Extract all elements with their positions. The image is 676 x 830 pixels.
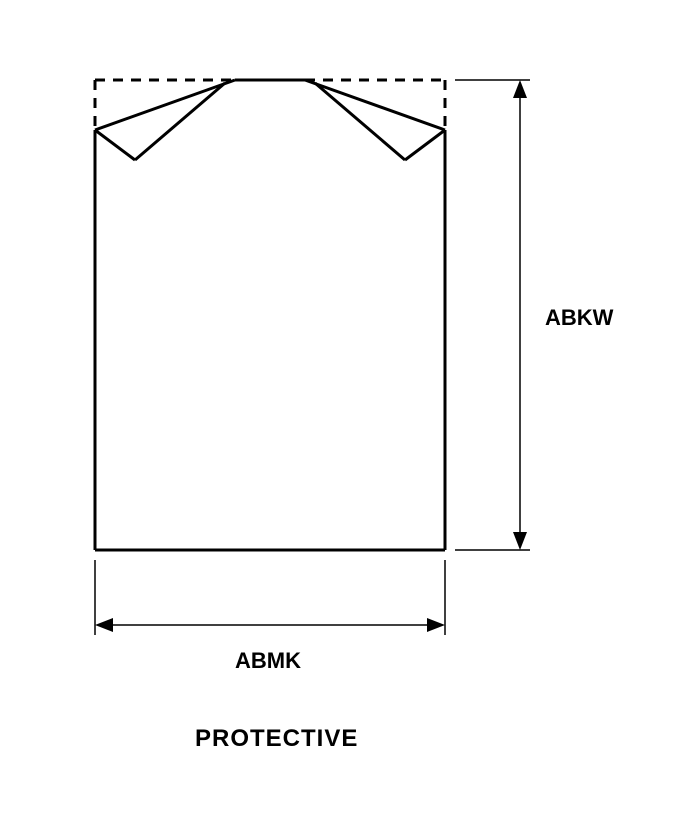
width-dimension-label: ABMK (235, 648, 301, 674)
height-dimension-label: ABKW (545, 305, 613, 331)
arrow-down-icon (513, 532, 527, 550)
width-dimension (95, 560, 445, 635)
solid-outline (95, 80, 445, 550)
technical-diagram: ABKW ABMK PROTECTIVE (0, 0, 676, 830)
arrow-right-icon (427, 618, 445, 632)
arrow-up-icon (513, 80, 527, 98)
dashed-outline (95, 80, 445, 130)
diagram-svg (0, 0, 676, 830)
height-dimension (455, 80, 530, 550)
diagram-title: PROTECTIVE (195, 725, 358, 753)
arrow-left-icon (95, 618, 113, 632)
